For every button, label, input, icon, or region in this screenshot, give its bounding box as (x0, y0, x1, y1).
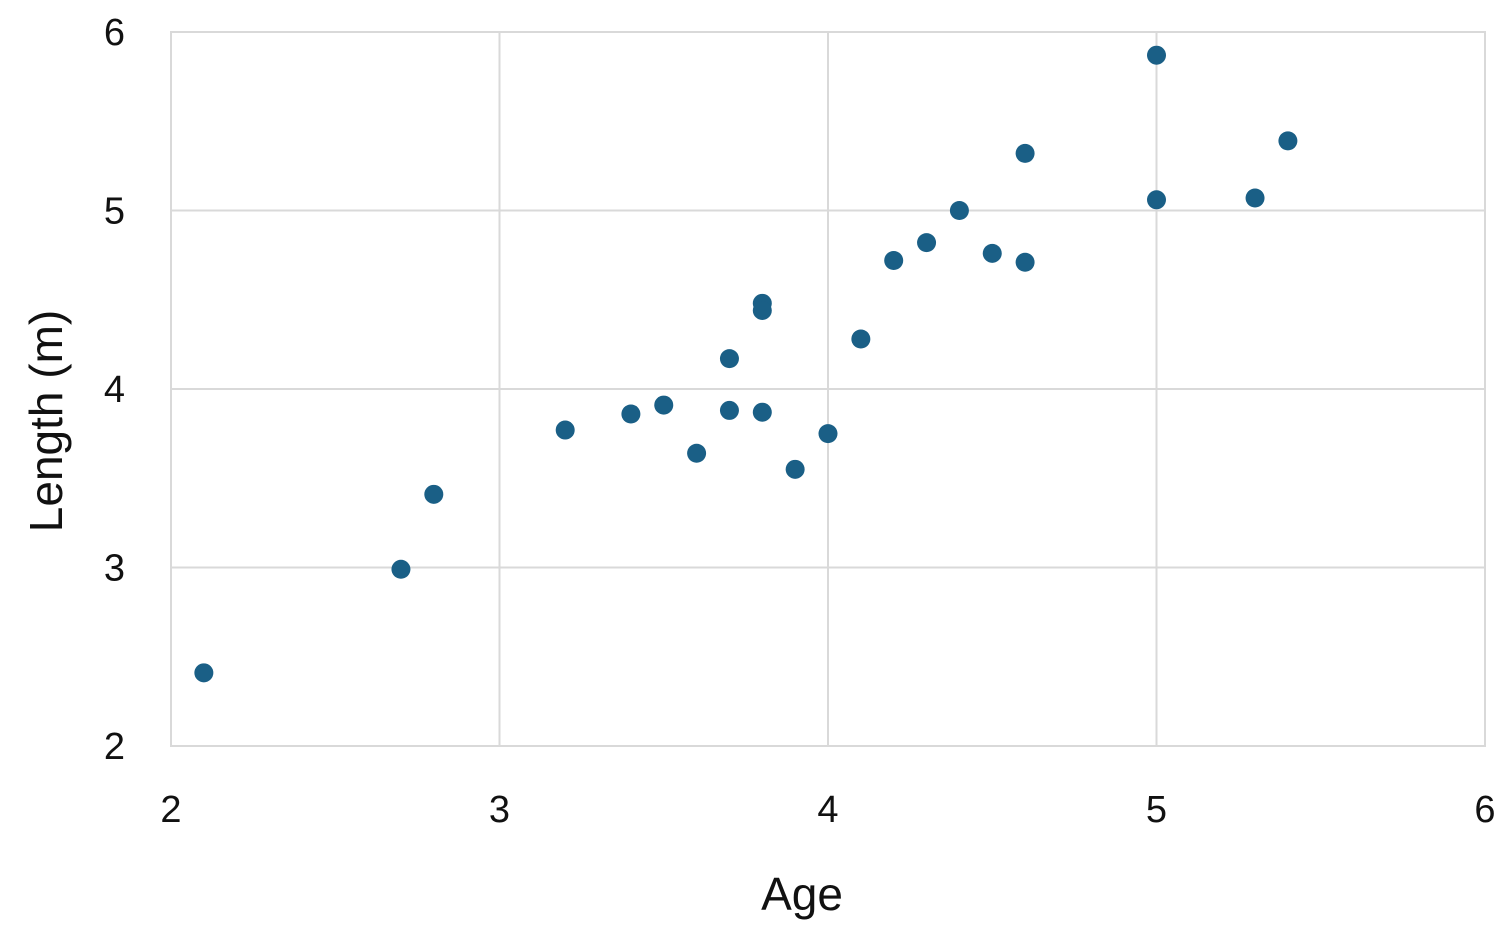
grid-layer (170, 31, 1486, 747)
x-tick-label: 6 (1474, 789, 1495, 831)
data-point (687, 443, 707, 463)
data-point (1278, 131, 1298, 151)
x-tick-labels: 2 3 4 5 6 (160, 789, 1495, 831)
data-point (719, 349, 739, 369)
data-point (391, 559, 411, 579)
data-point (785, 459, 805, 479)
data-point (555, 420, 575, 440)
data-point (1147, 190, 1166, 210)
x-axis-title: Age (761, 868, 843, 920)
y-axis-title: Length (m) (20, 310, 72, 532)
x-tick-label: 5 (1146, 789, 1167, 831)
data-point (621, 404, 641, 424)
y-tick-label: 6 (104, 12, 125, 54)
data-point (752, 402, 772, 422)
x-tick-label: 3 (489, 789, 510, 831)
data-point (884, 250, 904, 270)
points-layer (194, 45, 1298, 683)
y-tick-labels: 2 3 4 5 6 (104, 12, 125, 768)
data-point (1015, 252, 1035, 272)
x-tick-label: 2 (160, 789, 181, 831)
data-point (982, 243, 1002, 263)
y-tick-label: 4 (104, 369, 125, 411)
plot-area-frame (170, 31, 1486, 747)
data-point (719, 400, 739, 420)
data-point (194, 663, 214, 683)
y-tick-label: 5 (104, 191, 125, 233)
data-point (917, 233, 937, 253)
data-point (752, 300, 772, 320)
x-tick-label: 4 (817, 789, 838, 831)
data-point (949, 201, 969, 220)
data-point (1245, 188, 1265, 208)
data-point (654, 395, 674, 415)
data-point (1015, 143, 1035, 163)
y-tick-label: 3 (104, 548, 125, 590)
data-point (818, 424, 838, 444)
data-point (851, 329, 871, 349)
y-tick-label: 2 (104, 726, 125, 768)
data-point (1147, 45, 1166, 65)
data-point (424, 484, 444, 504)
